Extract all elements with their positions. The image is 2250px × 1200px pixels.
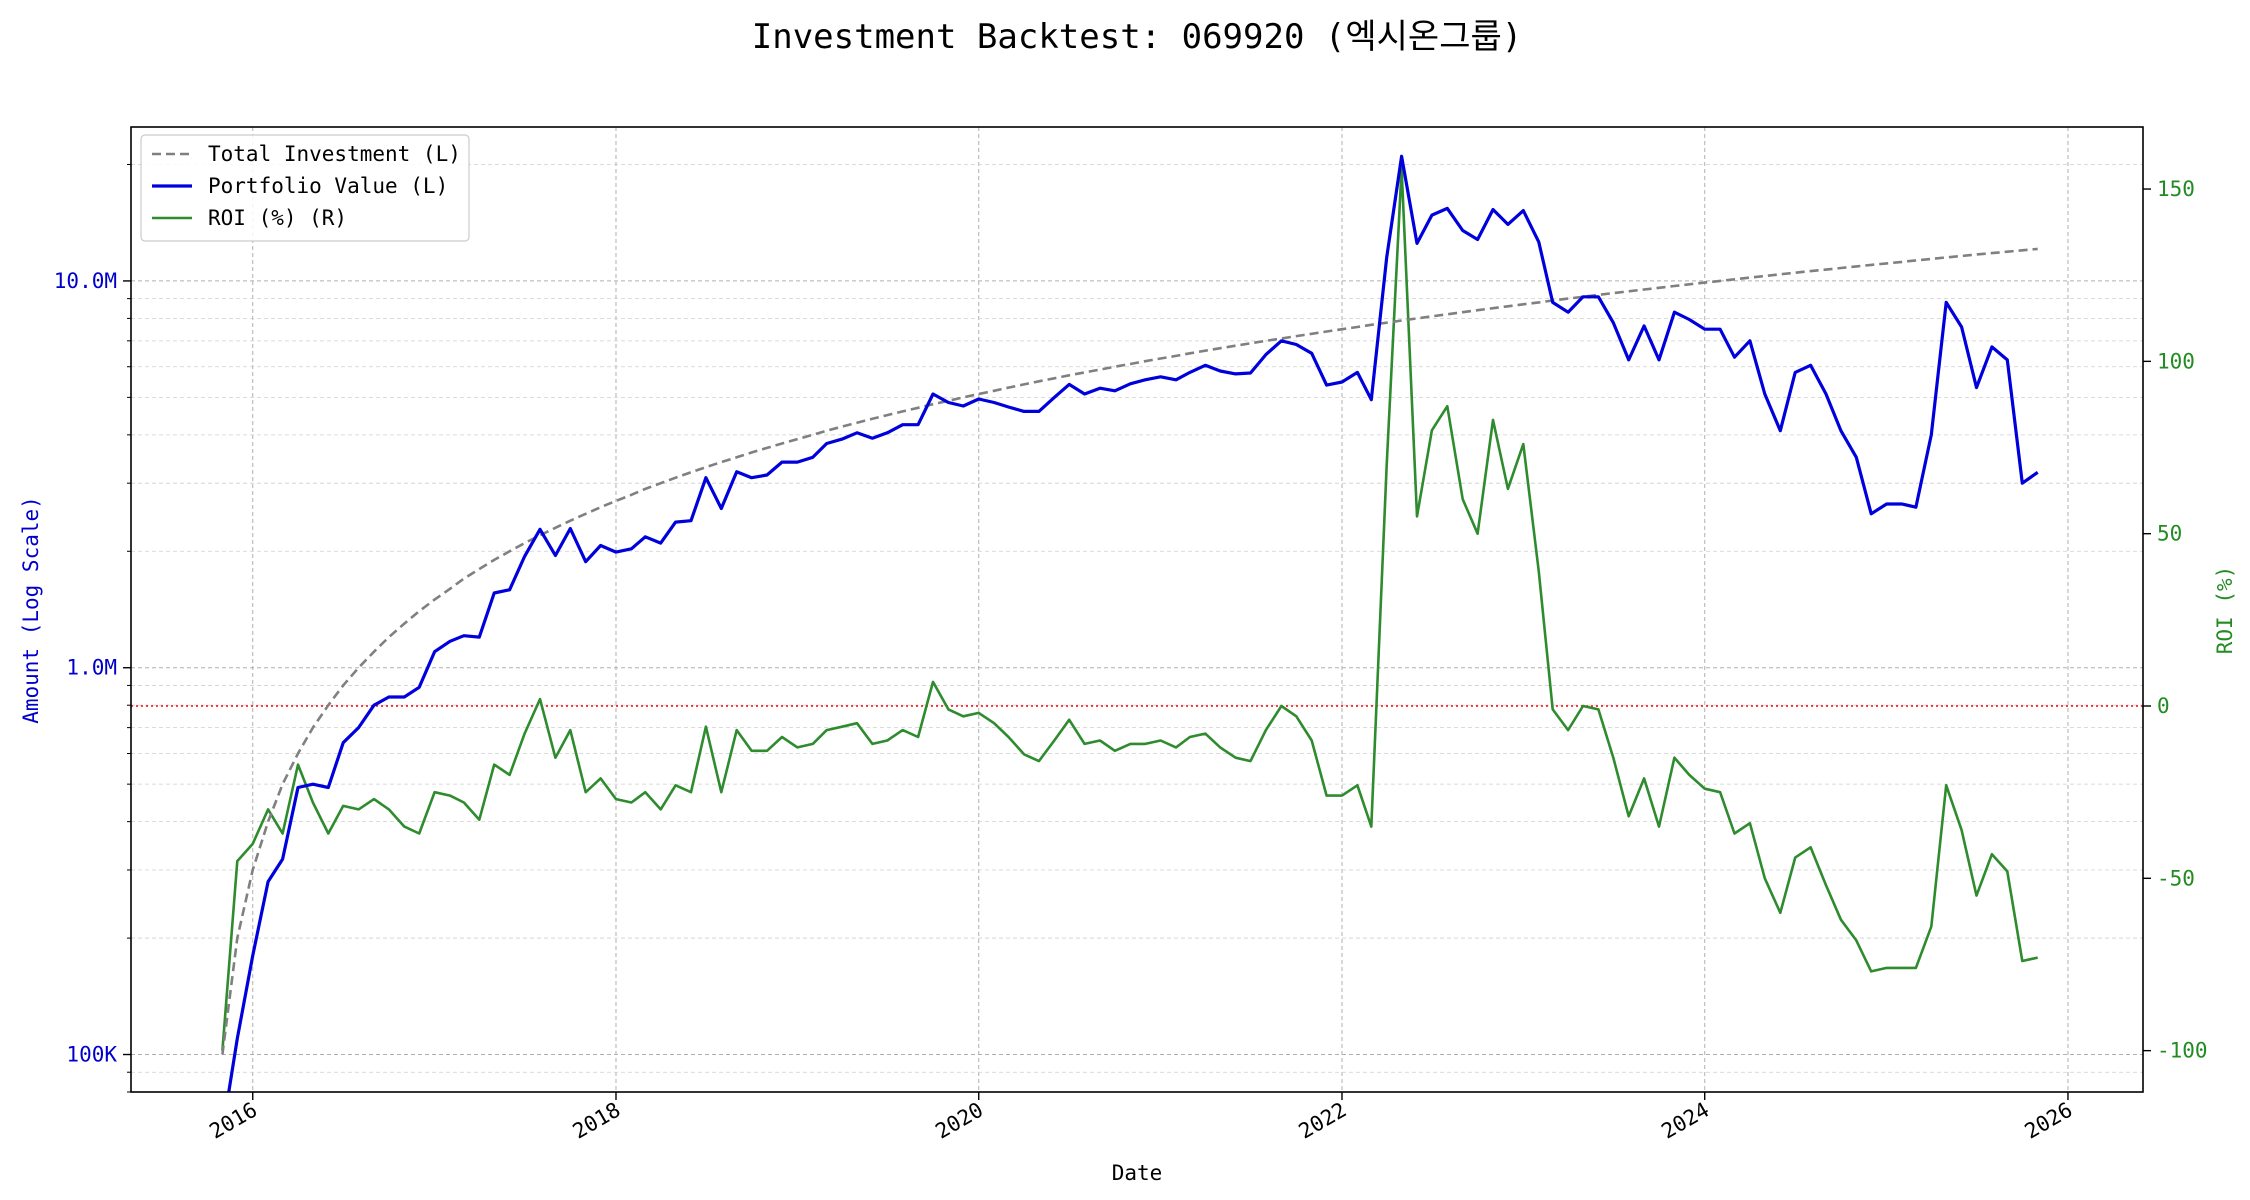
right-tick-label: -100 [2157,1039,2208,1063]
right-tick-label: -50 [2157,866,2195,890]
investment-line [221,247,2038,1055]
left-axis-label: Amount (Log Scale) [19,496,43,724]
roi-line [221,167,2038,1051]
axes: 2016 2018 2020 2022 2024 2026 100K 1.0M 10.0M -10… [54,163,2208,1144]
right-tick-label: 150 [2157,177,2195,201]
x-tick-label: 2016 [205,1098,261,1144]
x-axis-label: Date [1112,1161,1163,1185]
portfolio-line [227,154,2039,1092]
grid [131,127,2143,1093]
legend-label-investment: Total Investment (L) [208,142,461,166]
x-tick-label: 2020 [931,1098,987,1144]
left-tick-label: 10.0M [54,269,117,293]
x-tick-label: 2026 [2021,1098,2077,1144]
right-tick-label: 50 [2157,522,2182,546]
x-tick-label: 2022 [1295,1098,1351,1144]
right-tick-label: 0 [2157,694,2170,718]
right-axis-label: ROI (%) [2213,566,2237,655]
chart-title: Investment Backtest: 069920 (엑시온그룹) [752,17,1523,57]
left-tick-label: 100K [66,1043,117,1067]
plot-lines [131,154,2143,1092]
plot-frame [130,126,2144,1093]
legend-label-portfolio: Portfolio Value (L) [208,174,448,198]
x-tick-label: 2018 [569,1098,625,1144]
x-tick-label: 2024 [1657,1098,1713,1144]
left-tick-label: 1.0M [66,656,117,680]
legend-box [140,134,470,242]
legend: Total Investment (L) Portfolio Value (L)… [140,134,470,242]
right-tick-label: 100 [2157,349,2195,373]
legend-label-roi: ROI (%) (R) [208,206,347,230]
